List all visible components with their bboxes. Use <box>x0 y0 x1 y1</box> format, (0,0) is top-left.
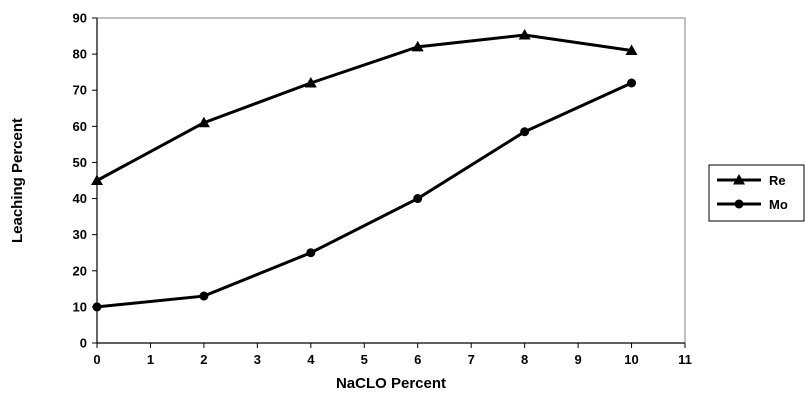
x-tick-label: 4 <box>307 352 315 367</box>
data-point-mo <box>413 194 423 204</box>
y-tick-label: 30 <box>73 227 87 242</box>
series-line-mo <box>96 81 633 309</box>
data-point-re <box>518 28 531 40</box>
y-tick-label: 70 <box>73 83 87 98</box>
series-lines <box>96 33 633 309</box>
legend-marker-mo <box>734 199 744 209</box>
data-point-re <box>197 116 210 128</box>
x-tick-label: 1 <box>147 352 154 367</box>
data-point-mo <box>92 302 102 312</box>
data-point-re <box>91 174 103 185</box>
plot-area-frame <box>96 17 686 344</box>
y-axis-title: Leaching Percent <box>9 118 26 243</box>
legend: Re Mo <box>708 164 805 222</box>
x-tick-label: 9 <box>574 352 581 367</box>
x-tick-label: 3 <box>254 352 261 367</box>
data-point-mo <box>306 248 316 258</box>
y-tick-label: 20 <box>73 263 87 278</box>
x-tick-label: 2 <box>200 352 207 367</box>
y-tick-label: 0 <box>80 336 87 351</box>
y-tick-label: 50 <box>73 155 87 170</box>
x-tick-label: 8 <box>521 352 528 367</box>
data-point-re <box>625 44 638 55</box>
legend-label-mo: Mo <box>769 197 788 212</box>
x-axis-title: NaCLO Percent <box>336 375 446 392</box>
x-tick-label: 6 <box>414 352 421 367</box>
x-tick-label: 7 <box>468 352 475 367</box>
x-tick-label: 10 <box>624 352 638 367</box>
x-tick-label: 11 <box>678 352 692 367</box>
data-point-re <box>304 77 317 88</box>
legend-box <box>708 164 805 222</box>
x-tick-label: 0 <box>93 352 100 367</box>
series-markers <box>91 28 638 312</box>
series-line-re <box>96 33 632 182</box>
data-point-re <box>411 40 424 52</box>
y-tick-label: 40 <box>73 191 87 206</box>
tick-labels: 0 10 20 30 40 50 60 70 80 90 0 1 2 3 4 5 6 7 8 9 10 11 <box>73 11 692 368</box>
data-point-mo <box>627 78 637 88</box>
x-tick-label: 5 <box>361 352 368 367</box>
y-tick-label: 90 <box>73 11 87 26</box>
y-tick-label: 60 <box>73 119 87 134</box>
data-point-mo <box>520 127 530 137</box>
legend-label-re: Re <box>769 173 786 188</box>
legend-marker-re <box>733 174 745 185</box>
data-point-mo <box>199 291 209 301</box>
y-tick-label: 80 <box>73 47 87 62</box>
y-tick-label: 10 <box>73 299 87 314</box>
